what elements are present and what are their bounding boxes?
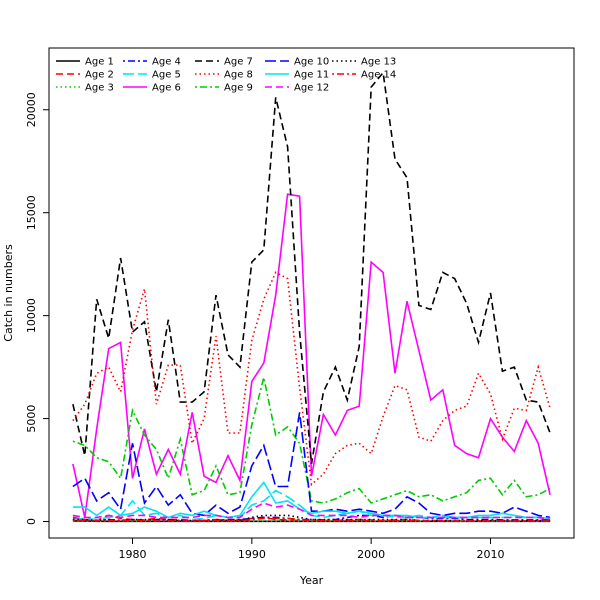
x-tick-label: 1980 [119, 548, 147, 561]
series-line-age-14 [72, 517, 551, 522]
legend-label: Age 14 [361, 70, 396, 81]
series-line-age-13 [72, 514, 551, 522]
legend-label: Age 11 [294, 70, 329, 81]
x-tick-label: 2000 [357, 548, 385, 561]
series-line-age-12 [72, 502, 551, 521]
series-line-age-10 [72, 412, 551, 519]
legend-label: Age 5 [152, 70, 181, 81]
series-line-age-3 [72, 519, 551, 522]
y-tick-label: 0 [25, 518, 38, 525]
legend-label: Age 4 [152, 57, 181, 68]
y-tick-label: 10000 [25, 298, 38, 333]
legend-label: Age 1 [85, 57, 114, 68]
plot-frame [48, 47, 575, 539]
y-axis-label: Catch in numbers [2, 244, 15, 342]
y-tick-label: 15000 [25, 195, 38, 230]
series-line-age-6 [72, 193, 551, 518]
series-line-age-8 [72, 271, 551, 487]
legend-label: Age 8 [224, 70, 253, 81]
legend-label: Age 6 [152, 83, 181, 94]
legend-label: Age 3 [85, 83, 114, 94]
legend: Age 1 Age 2 Age 3 Age 4 Age 5 Age 6 Age 7 Age 8… [56, 57, 396, 94]
legend-label: Age 13 [361, 57, 396, 68]
x-axis: 1980 1990 2000 2010 [119, 538, 504, 561]
x-tick-label: 2010 [476, 548, 504, 561]
legend-label: Age 12 [294, 83, 329, 94]
series-line-age-9 [72, 377, 551, 504]
series-group [72, 70, 551, 523]
y-tick-label: 5000 [25, 405, 38, 433]
legend-label: Age 9 [224, 83, 253, 94]
y-tick-label: 20000 [25, 92, 38, 127]
series-line-age-11 [72, 481, 551, 520]
series-line-age-7 [72, 70, 551, 465]
y-axis: 0 5000 10000 15000 20000 [25, 92, 49, 525]
series-line-age-4 [72, 514, 551, 522]
x-axis-label: Year [299, 574, 324, 587]
legend-label: Age 2 [85, 70, 114, 81]
legend-label: Age 10 [294, 57, 329, 68]
legend-label: Age 7 [224, 57, 253, 68]
x-tick-label: 1990 [238, 548, 266, 561]
